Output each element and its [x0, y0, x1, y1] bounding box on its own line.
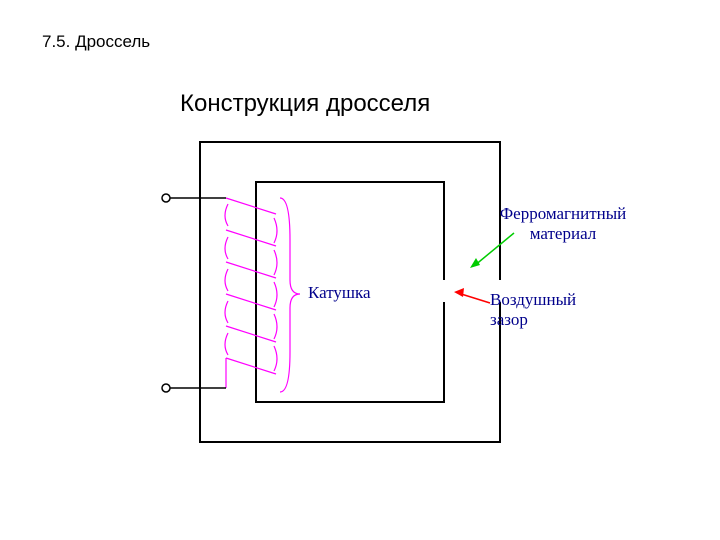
- stage: 7.5. Дроссель Конструкция дросселя: [0, 0, 720, 540]
- air-gap-label: Воздушный зазор: [490, 290, 576, 329]
- choke-diagram: [0, 0, 720, 540]
- ferromagnetic-label-line1: Ферромагнитный: [500, 204, 627, 223]
- coil-bracket: [280, 198, 300, 392]
- ferromagnetic-label-line2: материал: [530, 224, 597, 243]
- air-gap-label-line1: Воздушный: [490, 290, 576, 309]
- air-gap-label-line2: зазор: [490, 310, 528, 329]
- coil-label: Катушка: [308, 283, 371, 303]
- terminal-top: [162, 194, 170, 202]
- air-gap-arrow: [454, 288, 490, 303]
- ferromagnetic-label: Ферромагнитный материал: [488, 204, 638, 243]
- coil-winding: [225, 198, 277, 388]
- coil-leads: [170, 198, 226, 388]
- terminal-bottom: [162, 384, 170, 392]
